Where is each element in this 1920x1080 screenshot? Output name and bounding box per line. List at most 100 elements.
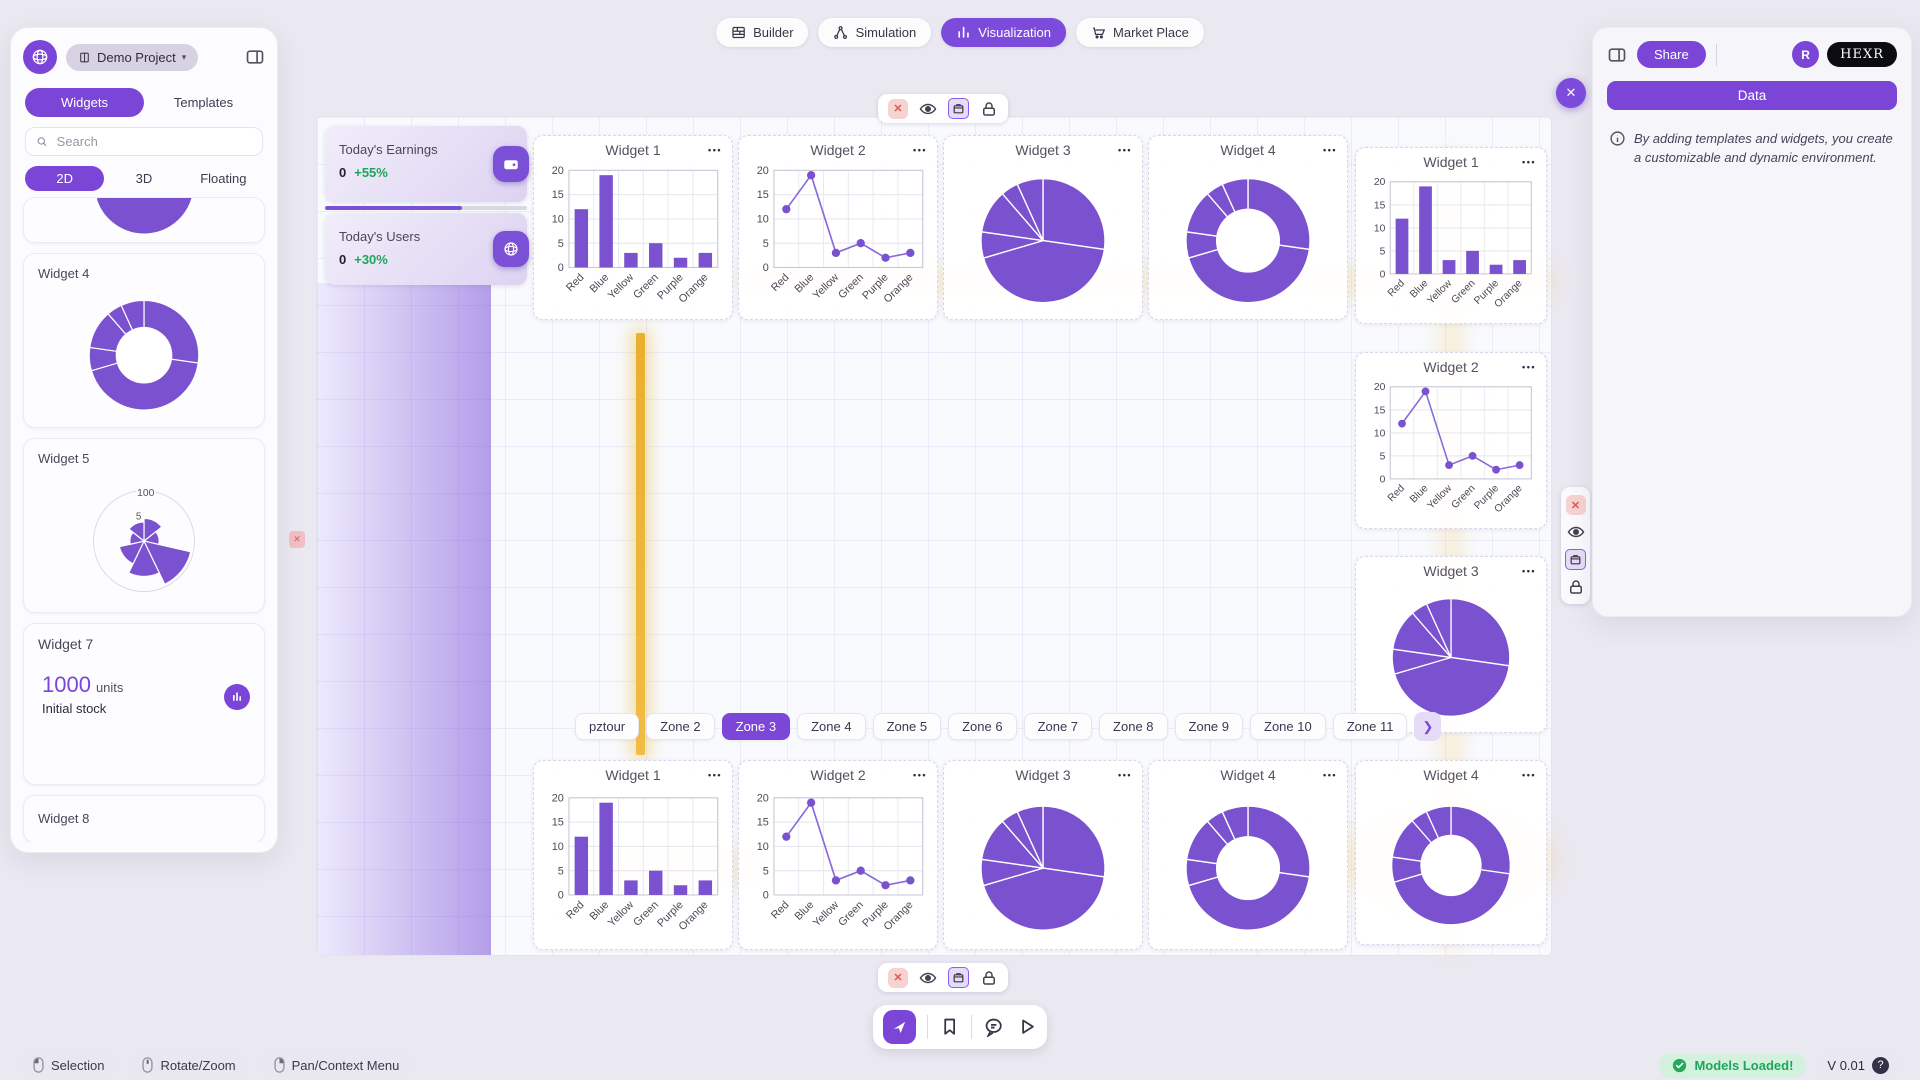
earnings-card[interactable]: Today's Earnings 0 +55% [325,126,529,202]
canvas-widget-6[interactable]: Widget 2 ••• 0 5 10 15 20 Red Blue Yellow Green Pu… [1355,352,1547,529]
library-widget-card[interactable]: Widget 7 1000 units Initial stock [23,623,265,785]
zone-tab[interactable]: Zone 6 [948,713,1017,740]
canvas-widget-3[interactable]: Widget 3 ••• [943,135,1143,320]
svg-text:5: 5 [763,865,769,877]
filter-2d[interactable]: 2D [25,166,105,191]
edge-handle-icon[interactable]: ✕ [289,531,305,548]
version-badge: V 0.01 ? [1816,1052,1900,1078]
canvas-widget-4[interactable]: Widget 4 ••• [1148,135,1348,320]
svg-text:10: 10 [757,214,769,226]
archive-icon[interactable] [948,967,969,988]
zone-tab[interactable]: Zone 9 [1174,713,1244,740]
zone-tab[interactable]: Zone 7 [1023,713,1093,740]
canvas-widget-7[interactable]: Widget 3 ••• [1355,556,1547,733]
app-logo[interactable] [23,40,57,74]
share-button[interactable]: Share [1637,41,1706,68]
comment-icon[interactable] [983,1016,1004,1038]
bookmark-icon[interactable] [939,1016,960,1038]
widget-menu-icon[interactable]: ••• [913,145,927,155]
library-widget-card[interactable]: Widget 8 [23,795,265,842]
zone-tab[interactable]: Zone 2 [646,713,715,740]
tab-widgets[interactable]: Widgets [25,88,144,117]
widget-menu-icon[interactable]: ••• [1522,566,1536,576]
library-widget-card[interactable]: Widget 4 [23,253,265,428]
eye-icon[interactable] [1567,523,1585,541]
canvas-widget-11[interactable]: Widget 4 ••• [1148,760,1348,950]
close-icon[interactable]: ✕ [1565,495,1586,515]
widget-menu-icon[interactable]: ••• [708,145,722,155]
library-widget-card[interactable] [23,197,265,243]
widget-menu-icon[interactable]: ••• [708,770,722,780]
tab-builder-label: Builder [753,25,794,40]
widget-menu-icon[interactable]: ••• [1522,157,1536,167]
canvas-widget-5[interactable]: Widget 1 ••• 0 5 10 15 20 Red Blue Yellow Green Pu… [1355,147,1547,324]
canvas-widget-1[interactable]: Widget 1 ••• 0 5 10 15 20 Red Blue Yellow Green Pu… [533,135,733,320]
canvas-widget-9[interactable]: Widget 2 ••• 0 5 10 15 20 Red Blue Yellow Green Pu… [738,760,938,950]
mode-selection[interactable]: Selection [20,1053,118,1077]
widget-menu-icon[interactable]: ••• [1522,770,1536,780]
tab-visualization[interactable]: Visualization [941,18,1067,47]
svg-text:Red: Red [769,899,792,922]
users-title: Today's Users [339,229,421,244]
close-icon[interactable]: ✕ [888,98,908,119]
play-icon[interactable] [1016,1016,1037,1038]
help-icon[interactable]: ? [1872,1056,1889,1074]
zone-tab[interactable]: pztour [575,713,640,740]
archive-icon[interactable] [948,98,969,119]
canvas-widget-2[interactable]: Widget 2 ••• 0 5 10 15 20 Red Blue Yellow Green Pu… [738,135,938,320]
zone-tab-active[interactable]: Zone 3 [721,713,791,740]
library-widget-card[interactable]: Widget 5 100 5 [23,438,265,613]
canvas-widget-12[interactable]: Widget 4 ••• [1355,760,1547,945]
svg-text:15: 15 [552,817,564,829]
widget-title: Widget 2 [810,767,866,783]
select-mode-button[interactable] [883,1010,916,1044]
widget-menu-icon[interactable]: ••• [1323,145,1337,155]
lock-icon[interactable] [1567,578,1585,596]
widget-menu-icon[interactable]: ••• [1522,362,1536,372]
close-icon[interactable]: ✕ [888,967,908,988]
visualization-icon [958,26,969,38]
tab-market-place[interactable]: Market Place [1076,18,1204,47]
zone-tab[interactable]: Zone 5 [872,713,942,740]
panel-toggle-icon[interactable] [1607,45,1627,65]
widget-title: Widget 7 [38,636,94,652]
archive-icon[interactable] [1565,549,1586,570]
zone-tab[interactable]: Zone 10 [1250,713,1326,740]
tab-builder[interactable]: Builder [716,18,809,47]
svg-text:15: 15 [552,189,564,201]
zone-tab[interactable]: Zone 11 [1332,713,1408,740]
eye-icon[interactable] [919,100,937,118]
project-selector[interactable]: Demo Project ▾ [66,43,199,71]
tab-visualization-label: Visualization [978,25,1052,40]
filter-floating[interactable]: Floating [200,171,247,186]
data-button[interactable]: Data [1607,81,1897,110]
mouse-left-icon [33,1057,44,1073]
close-panel-button[interactable]: ✕ [1556,78,1586,108]
widget-menu-icon[interactable]: ••• [1323,770,1337,780]
tab-templates[interactable]: Templates [173,95,234,110]
canvas-widget-8[interactable]: Widget 1 ••• 0 5 10 15 20 Red Blue Yellow Green Pu… [533,760,733,950]
svg-text:10: 10 [552,214,564,226]
zones-next-button[interactable]: ❯ [1414,712,1442,741]
selection-toolbar-right: ✕ [1561,487,1590,604]
mode-pan-context[interactable]: Pan/Context Menu [260,1053,413,1077]
widget-menu-icon[interactable]: ••• [913,770,927,780]
users-card[interactable]: Today's Users 0 +30% [325,213,529,285]
lock-icon[interactable] [980,100,998,118]
widget-menu-icon[interactable]: ••• [1118,145,1132,155]
selection-toolbar-top: ✕ [878,94,1008,123]
zone-tab[interactable]: Zone 8 [1099,713,1168,740]
tab-simulation[interactable]: Simulation [818,18,932,47]
canvas-widget-10[interactable]: Widget 3 ••• [943,760,1143,950]
zone-tab[interactable]: Zone 4 [797,713,866,740]
sidebar-collapse-icon[interactable] [245,47,265,67]
filter-3d[interactable]: 3D [135,171,153,186]
user-avatar[interactable]: R [1792,41,1820,68]
widget-library-list[interactable]: Widget 4 Widget 5 100 5 Widget 7 1000 unit… [21,197,267,842]
lock-icon[interactable] [980,969,998,987]
widget-menu-icon[interactable]: ••• [1118,770,1132,780]
tab-market-place-label: Market Place [1113,25,1189,40]
eye-icon[interactable] [919,969,937,987]
search-input[interactable] [56,134,252,149]
mode-rotate-zoom[interactable]: Rotate/Zoom [129,1053,249,1077]
